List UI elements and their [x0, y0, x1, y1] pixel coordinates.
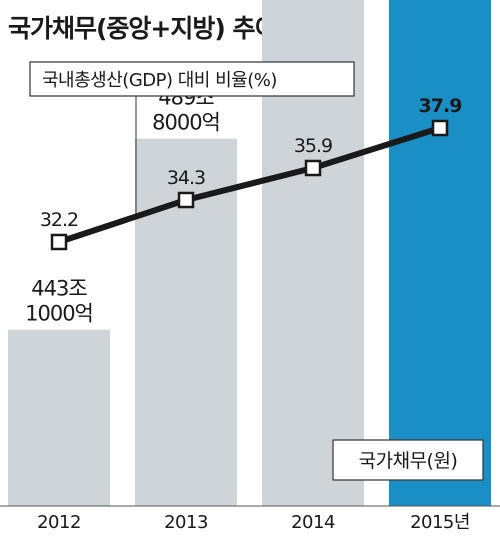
x-tick-label: 2013	[164, 512, 208, 533]
bar	[8, 329, 110, 506]
line-value-label: 35.9	[294, 135, 332, 157]
legend-label: 국가채무(원)	[359, 450, 458, 472]
gdp-ratio-line	[58, 125, 441, 245]
line-point-marker	[304, 159, 322, 177]
line-point-marker	[50, 233, 68, 251]
legend-box	[29, 61, 355, 97]
x-tick-label: 2015년	[410, 512, 470, 533]
legend-national-debt: 국가채무(원)	[332, 439, 484, 481]
x-tick-label: 2012	[37, 512, 81, 533]
line-point-marker	[177, 191, 195, 209]
bar-value-label: 1000억	[25, 302, 93, 326]
legend-gdp-ratio: 국내총생산(GDP) 대비 비율(%)	[29, 61, 355, 97]
line-value-label: 32.2	[40, 209, 78, 231]
bar-value-label: 8000억	[152, 111, 220, 135]
bar	[389, 0, 491, 507]
legend-label: 국내총생산(GDP) 대비 비율(%)	[42, 70, 277, 91]
line-value-label: 37.9	[419, 95, 462, 117]
line-value-label: 34.3	[167, 167, 205, 189]
bar-value-label: 443조	[31, 277, 87, 301]
line-point-marker	[431, 119, 449, 137]
chart-title: 국가채무(중앙+지방) 추이	[8, 14, 277, 43]
x-tick-label: 2014	[291, 512, 335, 533]
legend-box	[332, 439, 484, 481]
